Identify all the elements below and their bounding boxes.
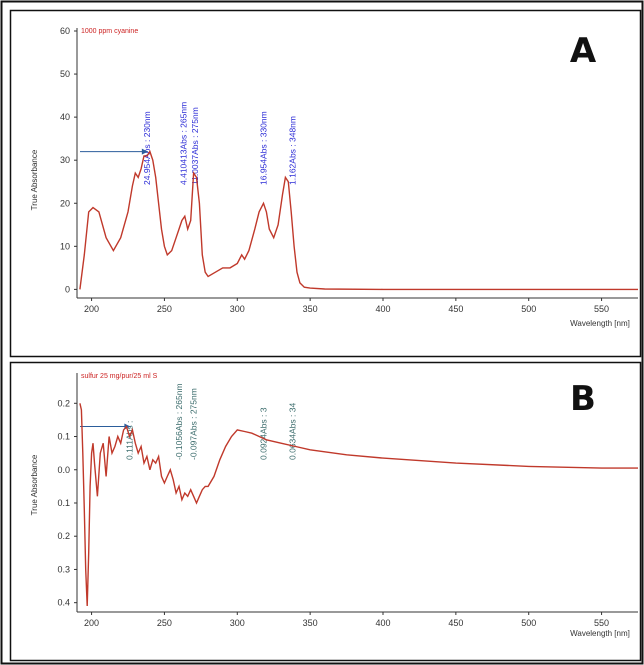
x-tick-label: 400 [375, 304, 390, 314]
peak-annotation: 1.162Abs : 348nm [288, 116, 298, 185]
panel-a: 1000 ppm cyanine True Absorbance Wavelen… [30, 26, 638, 328]
x-tick-label: 350 [303, 304, 318, 314]
y-tick-label: 60 [60, 26, 70, 36]
y-axis-title-b: True Absorbance [30, 454, 39, 515]
x-tick-label: 250 [157, 618, 172, 628]
y-tick-label: 10 [60, 241, 70, 251]
peak-annotation: 0.0924Abs : 3 [258, 407, 268, 460]
peak-annotation: 0.0634Abs : 34 [288, 403, 298, 460]
absorbance-line-b [79, 403, 638, 607]
sample-title-b: sulfur 25 mg/pur/25 ml S [81, 373, 158, 380]
peak-annotation: -0.097Abs : 275nm [189, 388, 199, 460]
peak-annotation: 24.954Abs : 230nm [142, 111, 152, 185]
y-tick-label: 0.4 [57, 598, 70, 608]
x-tick-label: 300 [230, 304, 245, 314]
x-axis-title-b: Wavelength [nm] [570, 629, 630, 638]
absorbance-line-a [79, 150, 638, 291]
x-tick-label: 500 [521, 304, 536, 314]
peak-annotation: -0.1056Abs : 265nm [174, 383, 184, 460]
y-tick-label: 40 [60, 112, 70, 122]
y-tick-label: 0.1 [57, 498, 70, 508]
peak-annotation: 11.0037Abs : 275nm [190, 107, 200, 185]
panel-letter-a: A [570, 31, 597, 71]
panel-frame-b [9, 361, 642, 662]
y-tick-label: 0 [65, 284, 70, 294]
peak-annotation: 16.954Abs : 330nm [258, 111, 268, 185]
x-tick-label: 400 [375, 618, 390, 628]
y-tick-label: 0.3 [57, 564, 70, 574]
y-tick-label: 20 [60, 198, 70, 208]
peak-annotation: 0.111Abs : [124, 421, 134, 460]
y-axis-title-a: True Absorbance [30, 149, 39, 210]
x-tick-label: 500 [521, 618, 536, 628]
x-tick-label: 450 [448, 304, 463, 314]
y-tick-label: 30 [60, 155, 70, 165]
y-tick-label: 0.1 [57, 432, 70, 442]
peak-pointer-arrowhead [141, 148, 148, 155]
x-tick-label: 300 [230, 618, 245, 628]
panel-letter-b: B [570, 379, 596, 419]
x-tick-label: 450 [448, 618, 463, 628]
x-tick-label: 350 [303, 618, 318, 628]
y-tick-label: 0.0 [57, 465, 70, 475]
x-axis-title-a: Wavelength [nm] [570, 319, 630, 328]
x-tick-label: 550 [594, 618, 609, 628]
y-tick-label: 0.2 [57, 531, 70, 541]
y-tick-label: 50 [60, 69, 70, 79]
x-tick-label: 550 [594, 304, 609, 314]
y-tick-label: 0.2 [57, 398, 70, 408]
x-tick-label: 200 [84, 618, 99, 628]
x-tick-label: 200 [84, 304, 99, 314]
x-tick-label: 250 [157, 304, 172, 314]
peak-annotation: 4.410413Abs : 265nm [178, 102, 188, 185]
panel-frame-a [9, 9, 642, 358]
sample-title-a: 1000 ppm cyanine [81, 28, 138, 35]
panel-b: sulfur 25 mg/pur/25 ml S True Absorbance… [30, 373, 638, 638]
